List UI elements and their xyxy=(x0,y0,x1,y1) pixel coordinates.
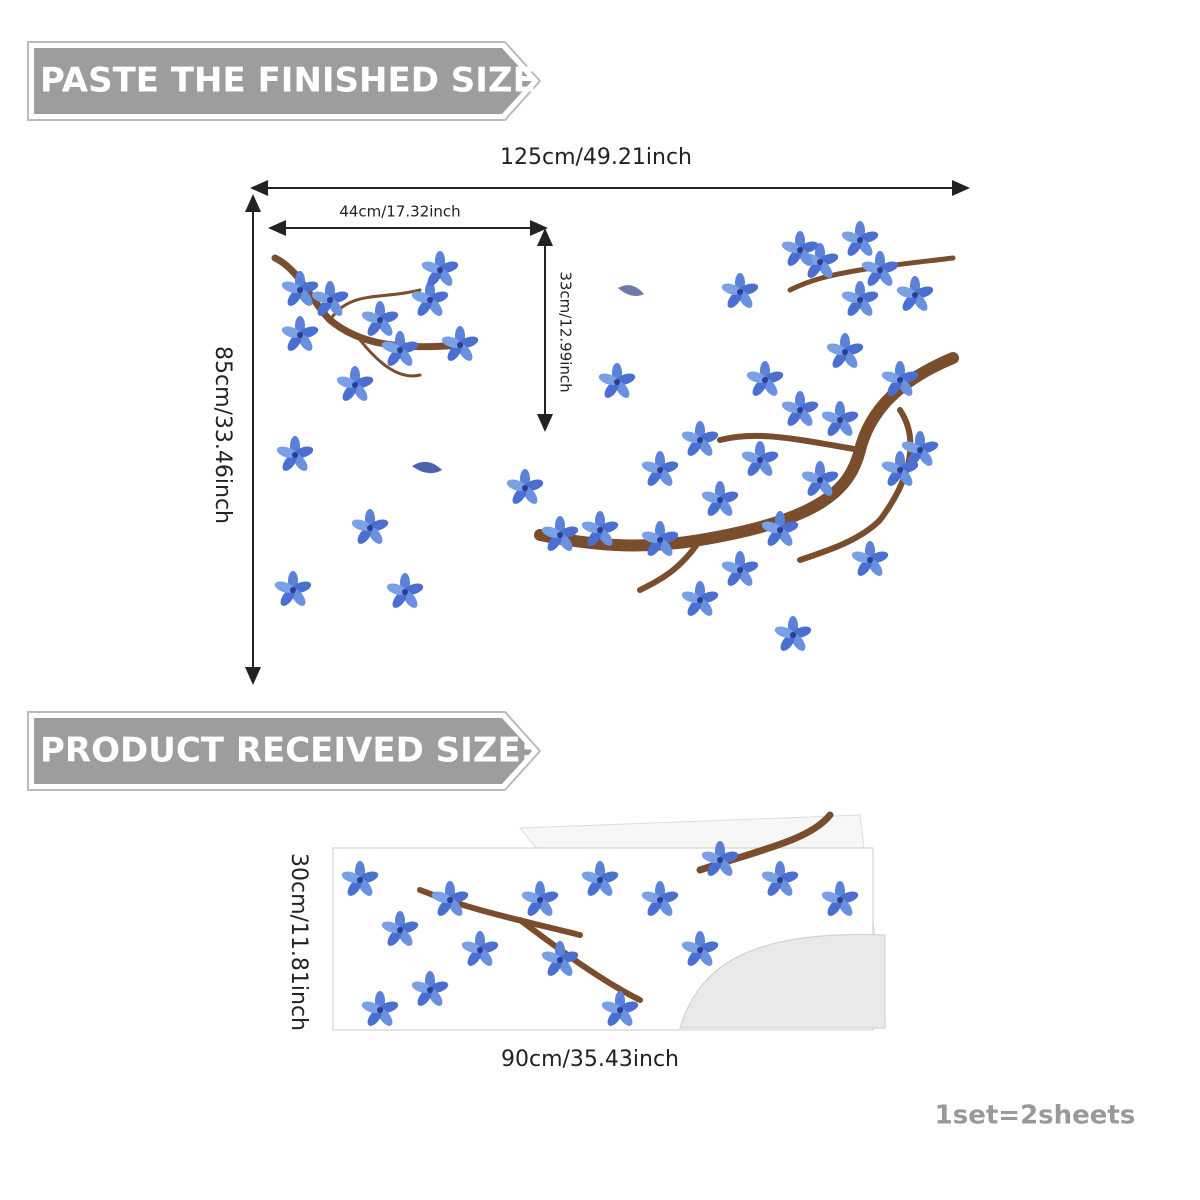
width-label: 125cm/49.21inch xyxy=(500,145,692,170)
sheet-width-label: 90cm/35.43inch xyxy=(501,1047,679,1072)
note: 1set=2sheets xyxy=(935,1101,1136,1131)
banner: PRODUCT RECEIVED SIZE: xyxy=(27,711,542,791)
banner-text: PASTE THE FINISHED SIZE: xyxy=(40,61,549,101)
height-label: 85cm/33.46inch xyxy=(210,346,235,524)
decal-art xyxy=(271,221,959,654)
sheet-height-label: 30cm/11.81inch xyxy=(286,853,311,1031)
banner-text: PRODUCT RECEIVED SIZE: xyxy=(40,731,534,771)
branch-height-label: 33cm/12.99inch xyxy=(557,271,575,392)
branch-width-label: 44cm/17.32inch xyxy=(339,203,460,221)
sheet xyxy=(332,811,886,1031)
banner: PASTE THE FINISHED SIZE: xyxy=(27,41,549,121)
